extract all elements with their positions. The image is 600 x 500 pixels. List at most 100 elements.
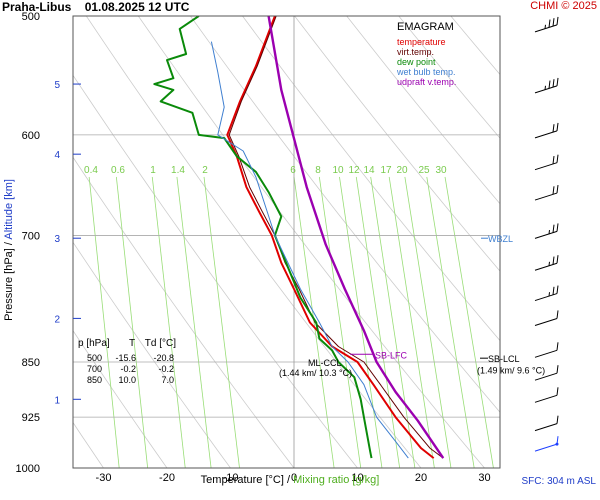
mixing-ratio-line <box>370 176 416 468</box>
wind-barb <box>534 122 559 139</box>
wind-barb-half <box>548 292 550 297</box>
wind-barb <box>534 436 559 452</box>
temperature-tick-label: -20 <box>159 472 175 484</box>
pressure-tick-label: 500 <box>22 11 40 23</box>
dry-adiabat <box>137 16 485 468</box>
table-cell-p: 500 <box>87 353 102 363</box>
wind-barb-half <box>544 24 546 29</box>
temperature-tick-label: -10 <box>223 472 239 484</box>
wind-barb-flag <box>556 387 559 396</box>
altitude-tick-label: 4 <box>54 150 60 161</box>
wind-barb-flag <box>556 77 559 86</box>
wind-barb-flag <box>552 124 555 133</box>
x-axis-temp-label: Temperature [°C] / <box>201 474 293 486</box>
dry-adiabat <box>398 16 500 139</box>
pressure-tick-label: 700 <box>22 230 40 242</box>
dry-adiabat <box>346 16 500 205</box>
table-cell-t: -0.2 <box>120 364 136 374</box>
pressure-tick-label: 1000 <box>16 463 40 475</box>
station-name: Praha-Libus <box>2 0 72 14</box>
wind-barb-shaft <box>534 192 558 201</box>
wind-barb <box>534 342 559 358</box>
mixing-ratio-label: 1.4 <box>171 165 185 176</box>
dry-adiabat <box>73 329 168 468</box>
wind-barb-flag <box>552 224 555 233</box>
wind-barb-flag <box>556 122 559 131</box>
dry-adiabat <box>85 16 422 468</box>
ml-ccl-label: ML-CCL <box>308 358 342 368</box>
altitude-tick-label: 5 <box>54 80 60 91</box>
ml-ccl-values: (1.44 km/ 10.3 °C) <box>279 368 352 378</box>
temperature-tick-label: 0 <box>291 472 297 484</box>
dry-adiabat <box>73 421 104 468</box>
dry-adiabat <box>450 16 500 76</box>
mixing-ratio-label: 10 <box>332 165 344 176</box>
legend-item: temperature <box>397 37 446 47</box>
chart-title-bar: Praha-Libus 01.08.2025 12 UTC <box>2 0 189 14</box>
legend-title: EMAGRAM <box>397 21 454 33</box>
wind-barb-flag <box>552 256 555 265</box>
wind-barb-flag <box>556 184 559 194</box>
pressure-tick-label: 850 <box>22 357 40 369</box>
wind-barb-shaft <box>534 443 558 452</box>
wind-barb-half <box>548 229 550 235</box>
temperature-tick-label: 20 <box>415 472 427 484</box>
table-cell-p: 850 <box>87 375 102 385</box>
mixing-ratio-label: 1 <box>150 165 156 176</box>
mixing-ratio-line <box>115 176 149 468</box>
table-header-t: T <box>129 338 135 349</box>
copyright: CHMI © 2025 <box>530 0 597 12</box>
table-cell-td: -0.2 <box>158 364 174 374</box>
wind-barb <box>534 365 559 381</box>
sb-lcl-values: (1.49 km/ 9.6 °C) <box>477 366 545 376</box>
mixing-ratio-label: 6 <box>290 165 296 176</box>
wind-barb-flag <box>556 310 559 319</box>
wind-barb-shaft <box>534 394 558 403</box>
wind-barb-shaft <box>534 318 558 326</box>
mixing-ratio-line <box>426 176 475 468</box>
y-axis-altitude-label: Altitude [km] <box>3 179 15 240</box>
wind-barb-half <box>544 85 546 90</box>
temperature-tick-label: 30 <box>478 472 490 484</box>
wind-barb <box>534 16 559 33</box>
wind-barb-shaft <box>534 372 558 381</box>
legend-item: dew point <box>397 57 436 67</box>
legend-item: udpraft v.temp. <box>397 77 456 87</box>
mixing-ratio-line <box>318 176 362 468</box>
altitude-tick-label: 2 <box>54 314 60 325</box>
table-header-p: p [hPa] <box>78 338 110 349</box>
wind-barb-shaft <box>534 130 558 139</box>
surface-elevation: SFC: 304 m ASL <box>521 476 596 487</box>
mixing-ratio-line <box>388 176 435 468</box>
mixing-ratio-line <box>203 176 240 468</box>
dry-adiabat <box>242 16 500 342</box>
mixing-ratio-line <box>293 176 335 468</box>
wbzl-label: WBZL <box>488 234 513 244</box>
dry-adiabat <box>294 16 500 272</box>
wind-barb-flag <box>548 19 551 28</box>
mixing-ratio-label: 12 <box>348 165 360 176</box>
wind-barb-flag <box>548 80 551 89</box>
wind-barb-dot <box>555 442 559 446</box>
dry-adiabat <box>555 16 600 468</box>
wind-barb-shaft <box>534 262 558 271</box>
temperature-tick-label: -30 <box>96 472 112 484</box>
wind-barb <box>534 223 559 239</box>
wind-barb-flag <box>556 154 559 163</box>
x-axis-label: Temperature [°C] / Mixing ratio [g/kg] <box>201 474 380 486</box>
mixing-ratio-line <box>88 176 120 468</box>
wind-barb-flag <box>552 286 555 295</box>
y-axis-pressure-label: Pressure [hPa] / <box>3 240 15 321</box>
wind-barb-shaft <box>534 162 558 171</box>
table-header-td: Td [°C] <box>145 338 176 349</box>
mixing-ratio-label: 30 <box>435 165 447 176</box>
wind-barb-shaft <box>534 85 558 94</box>
table-cell-t: -15.6 <box>115 353 136 363</box>
table-cell-td: -20.8 <box>153 353 174 363</box>
wet-bulb-line <box>210 41 409 459</box>
mixing-ratio-label: 20 <box>396 165 408 176</box>
wind-barb-half <box>548 261 550 266</box>
mixing-ratio-label: 0.6 <box>111 165 125 176</box>
wind-barb <box>534 77 559 94</box>
wind-barb-flag <box>552 18 555 27</box>
